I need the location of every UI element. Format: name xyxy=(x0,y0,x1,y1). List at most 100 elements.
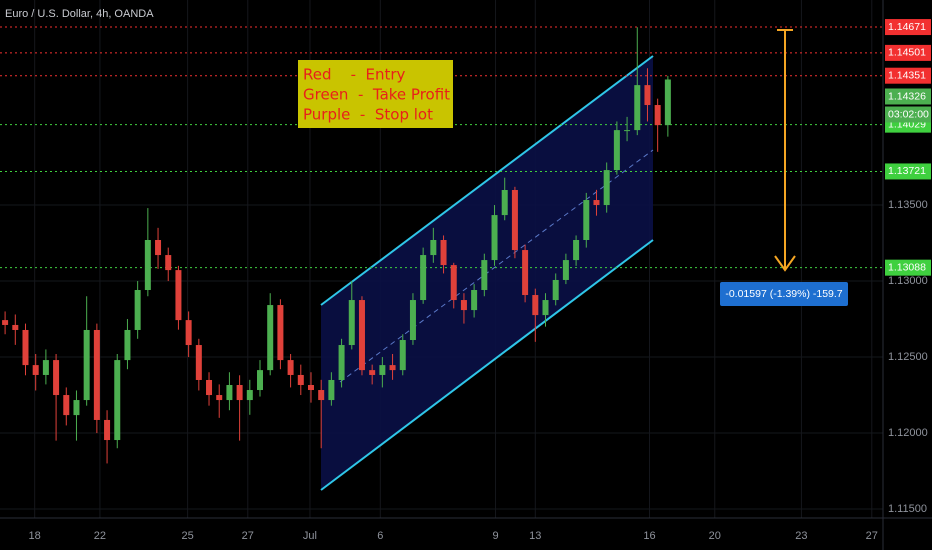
x-tick-label: 6 xyxy=(377,530,383,542)
level-box xyxy=(885,163,931,180)
candle-body xyxy=(104,419,111,441)
candle-body xyxy=(348,300,355,346)
candle-body xyxy=(358,300,365,371)
candle-body xyxy=(226,385,233,401)
candle-body xyxy=(73,400,80,416)
candle-body xyxy=(307,385,314,391)
candle-body xyxy=(246,390,253,401)
x-tick-label: 16 xyxy=(643,530,655,542)
candle-body xyxy=(430,240,437,256)
x-tick-label: 20 xyxy=(709,530,721,542)
countdown-box xyxy=(885,106,931,123)
candle-body xyxy=(573,240,580,261)
candle-body xyxy=(12,324,19,330)
last-price-label: 1.14326 xyxy=(888,90,926,102)
legend-line: Red - Entry xyxy=(303,66,406,84)
candle-body xyxy=(338,345,345,380)
y-tick-label: 1.12000 xyxy=(888,427,928,439)
candle-body xyxy=(664,79,671,126)
candle-body xyxy=(501,189,508,216)
x-tick-label: 27 xyxy=(242,530,254,542)
candle-body xyxy=(297,374,304,386)
candle-body xyxy=(634,85,641,131)
candle-body xyxy=(654,105,661,126)
candle-body xyxy=(583,200,590,241)
candle-body xyxy=(481,260,488,291)
candle-body xyxy=(185,320,192,346)
candle-body xyxy=(460,300,467,311)
candle-body xyxy=(257,370,264,391)
candle-body xyxy=(277,305,284,361)
level-label: 1.13088 xyxy=(888,261,926,273)
candle-body xyxy=(369,370,376,375)
candle-body xyxy=(195,345,202,380)
x-tick-label: 27 xyxy=(866,530,878,542)
candle-body xyxy=(42,360,49,375)
candle-body xyxy=(206,379,213,396)
candle-body xyxy=(216,395,223,401)
chart-title: Euro / U.S. Dollar, 4h, OANDA xyxy=(5,8,154,20)
y-tick-label: 1.13500 xyxy=(888,199,928,211)
y-tick-label: 1.11500 xyxy=(888,503,927,515)
candle-body xyxy=(267,305,274,371)
legend-line: Purple - Stop lot xyxy=(303,106,433,124)
countdown-label: 03:02:00 xyxy=(888,108,929,120)
y-tick-label: 1.12500 xyxy=(888,351,928,363)
candle-body xyxy=(522,250,529,296)
candle-body xyxy=(491,215,498,261)
level-label: 1.14029 xyxy=(888,118,926,130)
candle-body xyxy=(471,290,478,311)
candle-body xyxy=(420,255,427,301)
candle-body xyxy=(532,295,539,316)
candle-body xyxy=(155,240,162,256)
candle-body xyxy=(562,260,569,280)
x-tick-label: 22 xyxy=(94,530,106,542)
level-label: 1.14671 xyxy=(888,21,926,33)
level-box xyxy=(885,19,931,36)
level-label: 1.14351 xyxy=(888,69,926,81)
candle-body xyxy=(379,365,386,375)
level-box xyxy=(885,67,931,84)
candle-body xyxy=(613,130,620,171)
level-box xyxy=(885,259,931,276)
measure-arrowhead xyxy=(774,255,796,272)
candle-body xyxy=(328,379,335,401)
y-tick-label: 1.13000 xyxy=(888,275,928,287)
x-tick-label: 25 xyxy=(181,530,193,542)
legend-line: Green - Take Profit xyxy=(303,86,450,104)
candle-body xyxy=(114,360,121,441)
level-label: 1.14501 xyxy=(888,47,926,59)
candle-body xyxy=(409,300,416,341)
candle-body xyxy=(175,270,182,321)
candle-body xyxy=(318,390,325,401)
candle-body xyxy=(83,329,90,401)
candle-body xyxy=(552,279,559,301)
channel-bottom xyxy=(320,239,654,491)
candle-body xyxy=(134,290,141,330)
channel-top xyxy=(320,55,654,306)
last-price-box xyxy=(885,88,931,105)
candle-body xyxy=(236,385,243,401)
level-label: 1.13721 xyxy=(888,165,926,177)
candle-body xyxy=(450,265,457,301)
candle-body xyxy=(165,255,172,271)
channel-mid xyxy=(339,149,654,383)
candle-body xyxy=(542,300,549,316)
measure-box xyxy=(720,282,848,306)
candle-body xyxy=(22,329,29,366)
candle-body xyxy=(93,329,100,420)
legend-box xyxy=(298,60,453,128)
candle-body xyxy=(63,395,70,416)
measure-label: -0.01597 (-1.39%) -159.7 xyxy=(725,288,842,300)
x-tick-label: 9 xyxy=(492,530,498,542)
candle-body xyxy=(624,130,631,132)
candle-body xyxy=(603,170,610,206)
candle-body xyxy=(511,189,518,251)
candle-body xyxy=(124,329,131,361)
candle-body xyxy=(53,360,60,396)
level-box xyxy=(885,44,931,61)
x-tick-label: 23 xyxy=(795,530,807,542)
candle-body xyxy=(399,340,406,371)
candle-body xyxy=(440,240,447,266)
